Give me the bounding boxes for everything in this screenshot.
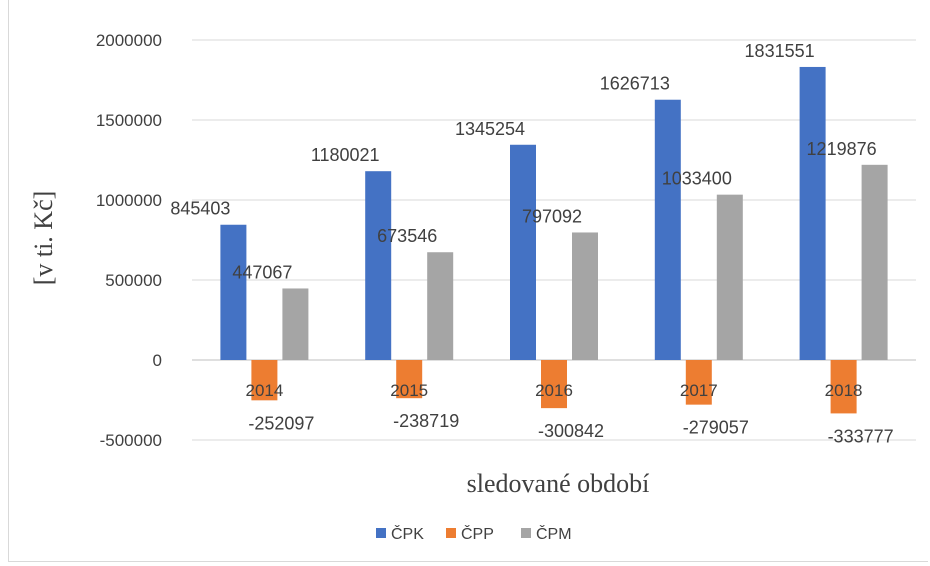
data-label: 1180021 (311, 145, 380, 165)
bar-čpm-2018 (861, 164, 888, 360)
data-label: 1831551 (745, 41, 815, 61)
legend-label: ČPK (391, 524, 424, 543)
bar-čpp-2014 (251, 360, 278, 401)
data-label: 1219876 (807, 139, 877, 159)
data-labels: 845403 -252097 447067 1180021 -238719 673546 1… (170, 41, 893, 446)
legend-swatch-čpm (521, 528, 531, 538)
x-axis-ticks: 2014 2015 2016 2017 2018 (245, 381, 862, 400)
legend-label: ČPP (461, 524, 494, 543)
bar-čpp-2015 (396, 360, 423, 399)
data-label: -279057 (683, 418, 749, 438)
bar-čpk-2016 (510, 144, 536, 360)
x-axis-title: sledované období (467, 469, 650, 498)
y-axis-title: [v ti. Kč] (29, 191, 58, 286)
y-tick-label: 500000 (105, 271, 162, 290)
legend-swatch-čpk (376, 528, 386, 538)
y-tick-label: 1000000 (96, 191, 162, 210)
bar-čpm-2015 (427, 252, 454, 360)
x-tick-label: 2015 (390, 381, 428, 400)
data-label: 1626713 (600, 74, 670, 94)
data-label: 797092 (522, 206, 582, 226)
legend-swatch-čpp (446, 528, 456, 538)
data-label: -333777 (828, 426, 894, 446)
data-label: -238719 (393, 411, 459, 431)
y-axis-ticks: -500000 0 500000 1000000 1500000 2000000 (96, 31, 162, 450)
bar-čpk-2014 (220, 224, 247, 360)
data-label: 845403 (170, 199, 230, 219)
bar-čpp-2017 (685, 360, 712, 405)
data-label: -300842 (538, 421, 604, 441)
data-label: 447067 (232, 262, 292, 282)
bar-čpm-2016 (572, 232, 598, 360)
bar-čpk-2018 (799, 66, 826, 360)
legend-label: ČPM (536, 524, 572, 543)
y-tick-label: 2000000 (96, 31, 162, 50)
bar-čpk-2015 (365, 171, 392, 360)
x-tick-label: 2016 (535, 381, 573, 400)
chart-frame (8, 0, 928, 562)
bar-čpp-2016 (541, 360, 567, 409)
data-label: 673546 (377, 226, 437, 246)
y-tick-label: 1500000 (96, 111, 162, 130)
data-label: -252097 (248, 413, 314, 433)
x-tick-label: 2018 (825, 381, 863, 400)
bar-čpm-2017 (716, 194, 743, 360)
y-tick-label: 0 (153, 351, 162, 370)
data-label: 1345254 (455, 119, 525, 139)
bar-čpk-2017 (654, 99, 681, 360)
x-tick-label: 2014 (245, 381, 283, 400)
bar-čpm-2014 (282, 288, 309, 360)
bar-čpp-2018 (830, 360, 857, 414)
legend: ČPK ČPP ČPM (376, 524, 572, 543)
data-label: 1033400 (662, 169, 732, 189)
y-tick-label: -500000 (100, 431, 162, 450)
bars (220, 66, 888, 414)
x-tick-label: 2017 (680, 381, 718, 400)
